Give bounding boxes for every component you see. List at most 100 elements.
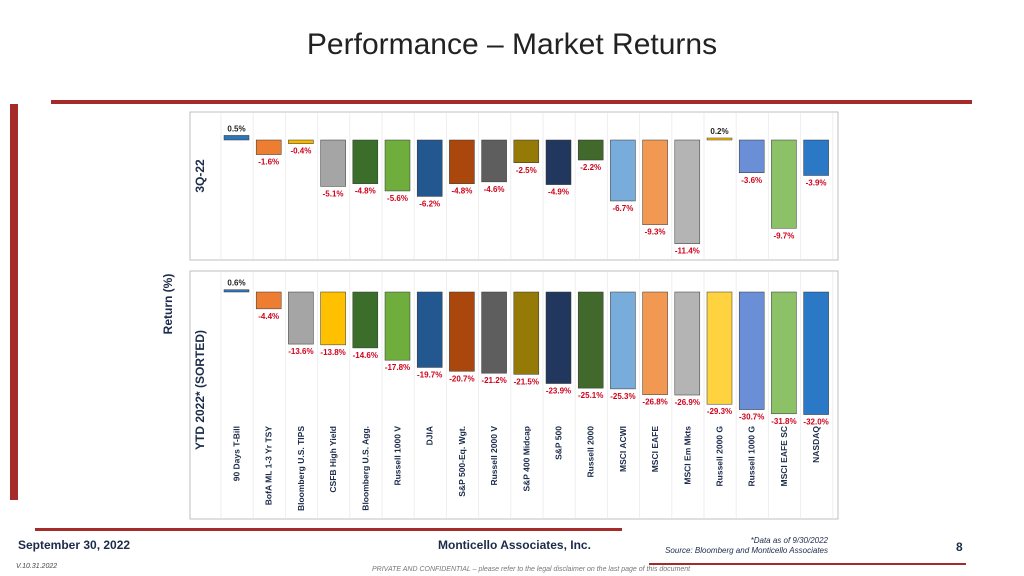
- data-label-3q-1: -1.6%: [258, 158, 279, 167]
- version-label: V.10.31.2022: [16, 563, 58, 570]
- data-label-ytd-12: -25.3%: [610, 392, 635, 401]
- data-label-3q-0: 0.5%: [227, 124, 245, 133]
- data-label-3q-14: -11.4%: [675, 247, 700, 256]
- category-label-14: MSCI Em Mkts: [682, 426, 692, 485]
- bar-ytd-0: [223, 289, 250, 293]
- category-label-5: Russell 1000 V: [393, 426, 403, 486]
- data-label-3q-17: -9.7%: [773, 231, 794, 240]
- data-label-3q-6: -6.2%: [419, 199, 440, 208]
- category-label-13: MSCI EAFE: [650, 426, 660, 473]
- category-label-10: S&P 500: [554, 426, 564, 460]
- data-label-3q-13: -9.3%: [645, 228, 666, 237]
- bar-3q-9: [513, 139, 540, 163]
- bar-3q-14: [674, 139, 701, 244]
- bar-3q-13: [642, 139, 668, 225]
- footer-company: Monticello Associates, Inc.: [438, 538, 591, 552]
- data-label-ytd-1: -4.4%: [258, 312, 279, 321]
- bar-3q-5: [384, 139, 411, 192]
- bar-ytd-17: [771, 291, 797, 415]
- bar-ytd-3: [320, 291, 346, 346]
- data-label-ytd-10: -23.9%: [546, 387, 571, 396]
- category-label-7: S&P 500-Eq. Wgt.: [457, 426, 467, 497]
- bar-3q-2: [288, 139, 314, 144]
- data-label-3q-18: -3.9%: [806, 178, 827, 187]
- data-label-ytd-3: -13.8%: [320, 348, 345, 357]
- data-label-3q-15: 0.2%: [710, 127, 728, 136]
- data-label-ytd-6: -19.7%: [417, 370, 442, 379]
- data-label-ytd-17: -31.8%: [771, 417, 796, 426]
- data-label-3q-8: -4.6%: [484, 185, 505, 194]
- bar-ytd-18: [803, 291, 829, 415]
- category-label-16: Russell 1000 G: [747, 426, 757, 487]
- footer-divider-right: [649, 563, 966, 565]
- data-label-3q-9: -2.5%: [516, 166, 537, 175]
- data-label-ytd-9: -21.5%: [514, 377, 539, 386]
- bar-3q-3: [320, 139, 346, 187]
- bar-3q-10: [545, 139, 572, 185]
- y-axis-title: Return (%): [161, 274, 175, 335]
- page-title: Performance – Market Returns: [306, 28, 718, 61]
- bar-ytd-8: [481, 291, 507, 374]
- data-label-ytd-5: -17.8%: [385, 363, 410, 372]
- data-label-3q-4: -4.8%: [355, 187, 376, 196]
- footer-source-note: *Data as of 9/30/2022 Source: Bloomberg …: [620, 536, 828, 556]
- data-label-ytd-13: -26.8%: [642, 398, 667, 407]
- bar-ytd-7: [449, 291, 475, 372]
- footer-divider: [35, 528, 622, 531]
- data-label-ytd-16: -30.7%: [739, 413, 764, 422]
- bar-3q-17: [771, 139, 797, 229]
- category-label-18: NASDAQ: [811, 426, 821, 463]
- bar-3q-6: [416, 139, 443, 197]
- data-label-3q-2: -0.4%: [290, 147, 311, 156]
- data-label-3q-5: -5.6%: [387, 194, 408, 203]
- data-label-3q-12: -6.7%: [612, 204, 633, 213]
- category-label-1: BofA ML 1-3 Yr TSY: [264, 426, 274, 506]
- bar-ytd-5: [384, 291, 411, 361]
- panel-3q-frame: [189, 111, 839, 261]
- bar-3q-18: [803, 139, 829, 176]
- bar-3q-7: [449, 139, 475, 184]
- panel-ytd-label: YTD 2022* (SORTED): [193, 330, 207, 450]
- category-label-2: Bloomberg U.S. TIPS: [296, 426, 306, 511]
- bar-ytd-4: [352, 291, 379, 349]
- category-label-11: Russell 2000: [586, 426, 596, 478]
- bar-3q-16: [738, 139, 765, 174]
- data-label-ytd-11: -25.1%: [578, 391, 603, 400]
- category-label-8: Russell 2000 V: [489, 426, 499, 486]
- data-label-3q-7: -4.8%: [451, 187, 472, 196]
- footer-date: September 30, 2022: [18, 538, 131, 552]
- bar-ytd-16: [738, 291, 765, 410]
- footer-note-source: Source: Bloomberg and Monticello Associa…: [665, 546, 828, 555]
- data-label-ytd-4: -14.6%: [353, 351, 378, 360]
- category-label-15: Russell 2000 G: [715, 426, 725, 487]
- bar-ytd-14: [674, 291, 701, 396]
- category-label-17: MSCI EAFE SC: [779, 426, 789, 486]
- data-label-ytd-7: -20.7%: [449, 374, 474, 383]
- data-label-ytd-0: 0.6%: [227, 279, 245, 288]
- bar-3q-11: [577, 139, 604, 161]
- bar-ytd-2: [288, 291, 314, 345]
- bar-ytd-1: [255, 291, 282, 310]
- bar-3q-4: [352, 139, 379, 184]
- category-label-9: S&P 400 Midcap: [521, 426, 531, 492]
- bar-3q-8: [481, 139, 507, 183]
- data-label-3q-3: -5.1%: [323, 189, 344, 198]
- data-label-3q-11: -2.2%: [580, 163, 601, 172]
- data-label-ytd-15: -29.3%: [707, 407, 732, 416]
- panel-3q-label: 3Q-22: [193, 159, 207, 193]
- bar-ytd-10: [545, 291, 572, 384]
- data-label-ytd-14: -26.9%: [675, 398, 700, 407]
- bar-3q-0: [223, 135, 250, 141]
- title-divider: [51, 100, 972, 104]
- data-label-ytd-18: -32.0%: [803, 418, 828, 427]
- footer-note-date: *Data as of 9/30/2022: [750, 536, 828, 545]
- bar-ytd-15: [706, 291, 733, 405]
- confidential-notice: PRIVATE AND CONFIDENTIAL – please refer …: [372, 566, 691, 573]
- data-label-ytd-8: -21.2%: [481, 376, 506, 385]
- bar-3q-15: [706, 137, 733, 141]
- accent-bar: [10, 104, 18, 500]
- bar-3q-1: [255, 139, 282, 155]
- bar-ytd-6: [416, 291, 443, 368]
- bar-ytd-9: [513, 291, 540, 375]
